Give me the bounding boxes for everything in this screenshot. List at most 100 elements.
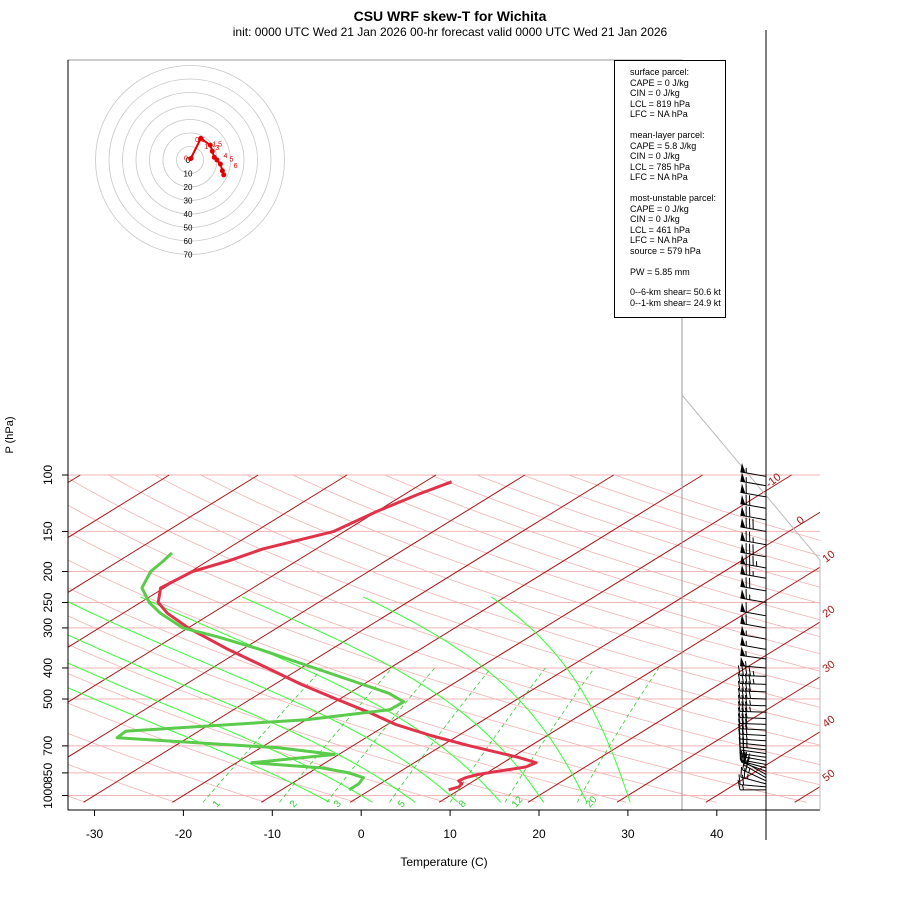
wind-barb-full xyxy=(741,694,745,706)
mean-layer-lcl: LCL = 785 hPa xyxy=(630,161,690,172)
wind-barb-full xyxy=(741,665,745,676)
dry-adiabat-line xyxy=(68,504,820,766)
wind-barb-staff xyxy=(743,761,767,775)
wind-barb-flag xyxy=(740,483,746,494)
hodograph-ring-label: 40 xyxy=(184,210,193,219)
wind-barb-full xyxy=(748,688,752,699)
surface-parcel-block: surface parcel: CAPE = 0 J/kg CIN = 0 J/… xyxy=(630,67,725,120)
precipitable-water: PW = 5.85 mm xyxy=(630,266,690,277)
moist-adiabat-line xyxy=(241,596,545,803)
skewt-axes: -30 -20 -10 0 10 20 30 401000850700500400300250… xyxy=(4,59,838,869)
mixing-ratio-line xyxy=(504,667,595,803)
wind-barb-half xyxy=(745,734,748,740)
wind-barb-full xyxy=(741,701,745,712)
surface-lfc: LFC = NA hPa xyxy=(630,109,688,120)
wind-barb-full xyxy=(741,680,745,692)
moist-adiabat-line xyxy=(68,634,416,803)
wind-barb-full xyxy=(744,695,748,706)
x-axis-title: Temperature (C) xyxy=(400,855,487,869)
wind-barb xyxy=(740,543,767,558)
hodograph-ring-label: 10 xyxy=(184,170,193,179)
wind-barb-half xyxy=(752,678,755,685)
wind-barb xyxy=(740,463,767,477)
most-unstable-source: source = 579 hPa xyxy=(630,245,701,256)
isotherm-line xyxy=(83,474,614,803)
hodograph-point xyxy=(198,135,204,141)
wind-barb-full xyxy=(744,707,748,718)
wind-barb xyxy=(737,701,767,713)
wind-barb-full xyxy=(744,688,748,699)
mixing-ratio-line xyxy=(279,667,393,803)
wind-barb xyxy=(740,656,767,669)
wind-barb xyxy=(740,635,767,650)
hodograph-height-label: 1 xyxy=(204,144,208,151)
wind-barb-staff xyxy=(739,697,767,700)
wind-barb-flag xyxy=(740,494,746,505)
isotherm-line xyxy=(794,786,820,803)
dewpoint-profile-line xyxy=(115,551,406,792)
hodograph-ring xyxy=(95,65,285,255)
wind-barb-full xyxy=(741,774,745,785)
most-unstable-cape: CAPE = 0 J/kg xyxy=(630,203,689,214)
isotherm-line xyxy=(172,474,703,803)
mixing-ratio-line xyxy=(389,667,492,803)
wind-barb xyxy=(738,774,767,788)
mixing-ratio-label: 20 xyxy=(584,794,600,810)
wind-barb-flag xyxy=(740,472,746,483)
hodograph-ring-label: 0 xyxy=(186,156,191,165)
wind-barb-staff xyxy=(740,776,767,785)
wind-barb-staff xyxy=(739,710,767,713)
mean-layer-header: mean-layer parcel: xyxy=(630,129,705,140)
y-tick-label: 850 xyxy=(41,763,55,783)
wind-barb-full xyxy=(738,774,741,785)
hodograph-ring-label: 30 xyxy=(184,197,193,206)
wind-barb-staff xyxy=(740,784,767,788)
hodograph-height-label: 1.5 xyxy=(212,141,222,148)
wind-barb-flag xyxy=(740,646,746,657)
most-unstable-parcel-block: most-unstable parcel: CAPE = 0 J/kg CIN … xyxy=(630,193,725,257)
wind-barb-flag xyxy=(740,656,746,667)
y-axis-title: P (hPa) xyxy=(4,416,16,453)
wind-barb xyxy=(740,646,767,660)
wind-barb-half xyxy=(742,784,744,790)
isotherm-line xyxy=(261,474,792,803)
wind-barb-staff xyxy=(740,755,767,762)
wind-barb xyxy=(737,665,767,677)
wind-barb-staff xyxy=(739,717,767,719)
isotherm-line xyxy=(438,566,820,803)
wind-barb xyxy=(740,625,767,640)
dry-adiabat-line xyxy=(292,474,820,655)
wind-barb-full xyxy=(748,665,752,676)
hodograph-point xyxy=(221,172,227,178)
dry-adiabat-line xyxy=(108,474,820,727)
wind-barb-staff xyxy=(740,760,767,769)
most-unstable-lfc: LFC = NA hPa xyxy=(630,235,688,246)
wind-barb-staff xyxy=(739,704,767,707)
y-tick-label: 1000 xyxy=(41,782,55,809)
surface-lcl: LCL = 819 hPa xyxy=(630,98,690,109)
wind-barb-flag xyxy=(740,463,746,473)
wind-barb-flag xyxy=(740,602,746,613)
shear-0-1km: 0--1-km shear= 24.9 kt xyxy=(630,297,721,308)
wind-barb-full xyxy=(738,728,741,740)
dry-adiabat-line xyxy=(68,732,266,803)
wind-barb xyxy=(740,506,767,521)
dry-adiabat-line xyxy=(68,477,820,746)
wind-barb-full xyxy=(737,713,741,724)
wind-barb-staff xyxy=(740,753,767,758)
isotherm-label: 30 xyxy=(820,658,837,675)
wind-barb-staff xyxy=(740,749,767,755)
wind-barb-half xyxy=(752,670,755,677)
isotherm-label: 0 xyxy=(795,514,807,527)
wind-barb xyxy=(740,531,767,546)
skewt-profiles xyxy=(115,480,538,792)
wind-barb xyxy=(740,588,767,604)
surface-cape: CAPE = 0 J/kg xyxy=(630,77,689,88)
wind-barb-staff xyxy=(742,769,767,782)
y-tick-label: 700 xyxy=(41,736,55,756)
wind-barb-flag xyxy=(740,564,746,575)
isotherm-line xyxy=(68,474,259,593)
isotherm-line xyxy=(527,621,820,803)
